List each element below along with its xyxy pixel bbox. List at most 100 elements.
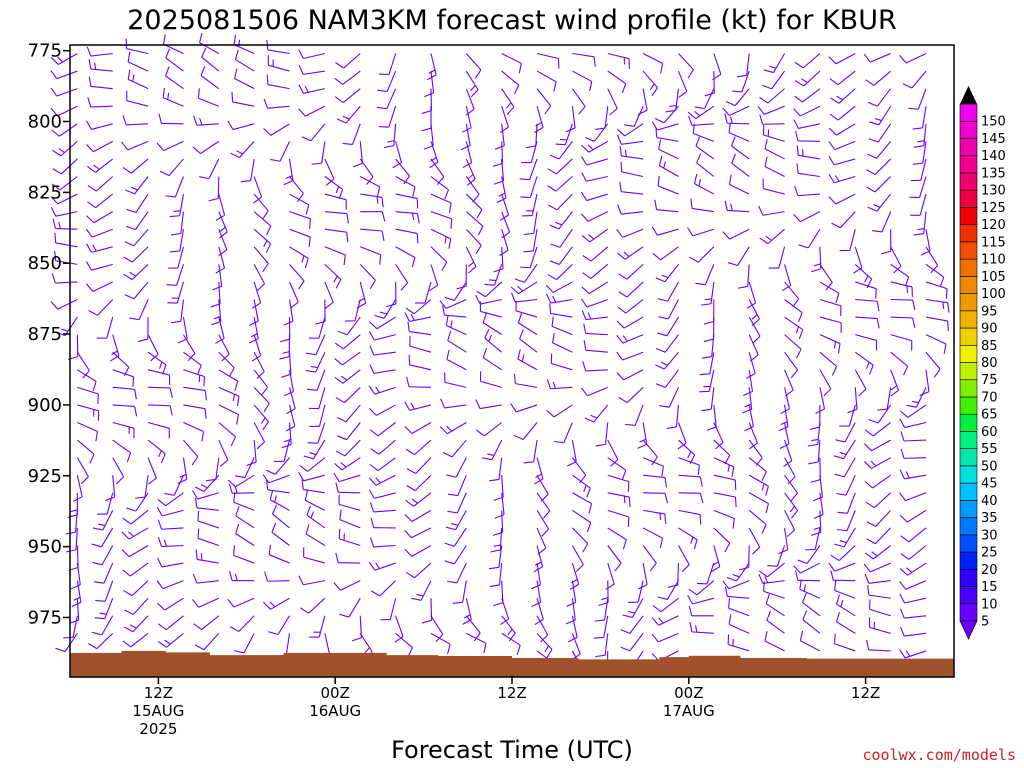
wind-barb [369,457,396,472]
wind-barb [489,563,503,588]
colorbar-tick-label: 135 [981,166,1006,181]
wind-barb [404,422,432,434]
wind-barb [233,492,255,511]
wind-barb [499,229,509,257]
wind-barb [430,176,450,200]
wind-barb [617,204,644,215]
wind-barb [549,211,573,230]
wind-barb [642,439,658,466]
wind-barb [908,88,927,110]
wind-barb [475,294,502,305]
wind-barb [547,263,573,281]
wind-barb [368,489,396,499]
colorbar-tick-label: 120 [981,218,1006,233]
wind-barb [677,70,688,98]
wind-barb [493,580,504,607]
wind-barb [522,193,538,217]
wind-barb [423,123,434,150]
wind-barb [55,316,78,336]
wind-barb [212,264,223,291]
wind-barb [637,422,648,449]
wind-barb [440,398,467,409]
wind-barb [452,580,467,604]
wind-barb [334,334,361,350]
wind-barb [147,334,159,362]
wind-barb [784,457,796,485]
wind-barb [324,246,346,265]
wind-barb [607,457,627,480]
wind-barb [368,561,396,571]
wind-barb [227,120,255,131]
colorbar-tick-label: 95 [981,304,998,319]
wind-barb [157,597,184,611]
wind-barb [405,492,432,507]
wind-barb [54,232,78,248]
wind-barb [338,494,361,511]
wind-barb [693,173,715,195]
wind-barb [170,299,184,324]
wind-barb [655,264,679,283]
colorbar-swatch [959,172,978,191]
y-tick-label: 975 [28,607,62,628]
wind-barb [85,281,113,292]
wind-barb [231,91,255,107]
wind-barb [899,593,927,604]
wind-barb [799,579,821,599]
wind-barb [52,140,78,157]
wind-barb [272,504,290,529]
wind-barb [912,141,927,165]
wind-barb [442,439,467,458]
wind-barb [654,199,679,213]
colorbar-tick-label: 15 [981,580,998,595]
wind-barb [253,369,269,396]
colorbar-tick-label: 55 [981,442,998,457]
wind-barb [166,264,184,286]
wind-barb [305,524,326,546]
wind-barb [263,597,290,610]
wind-barb [218,334,230,362]
wind-barb [112,369,135,387]
wind-barb [622,597,644,618]
wind-barb [86,211,114,224]
wind-barb [759,88,785,104]
wind-barb [91,615,114,636]
wind-barb [728,598,750,617]
wind-barb [476,281,503,298]
wind-barb [335,53,361,69]
wind-barb [581,281,609,295]
wind-barb [899,53,927,64]
wind-barb [359,263,376,290]
wind-barb [501,211,511,239]
wind-barb [748,457,767,481]
wind-barb [643,474,668,488]
wind-barb [819,316,842,333]
wind-barb [274,439,291,463]
wind-barb [655,351,679,370]
wind-barb [465,158,476,186]
wind-barb [869,105,892,126]
wind-barb [395,193,419,209]
colorbar-swatch [959,276,978,294]
wind-barb [95,580,114,602]
wind-barb [689,621,714,634]
wind-barb [829,70,856,86]
wind-barb [748,527,761,555]
wind-barb [519,158,538,181]
wind-barb [77,369,97,392]
wind-barb [248,299,259,326]
wind-barb [446,457,467,478]
wind-barb [847,387,858,414]
wind-barb [430,632,451,655]
wind-barb [835,422,856,443]
wind-barb [333,580,361,591]
wind-barb [855,334,878,351]
wind-barb [854,351,874,375]
wind-barb [758,205,785,216]
wind-barb [566,439,577,467]
wind-barb [902,70,927,89]
wind-barb [299,457,326,472]
wind-barb [620,633,644,652]
wind-barb [169,193,184,218]
wind-barb [482,348,502,371]
